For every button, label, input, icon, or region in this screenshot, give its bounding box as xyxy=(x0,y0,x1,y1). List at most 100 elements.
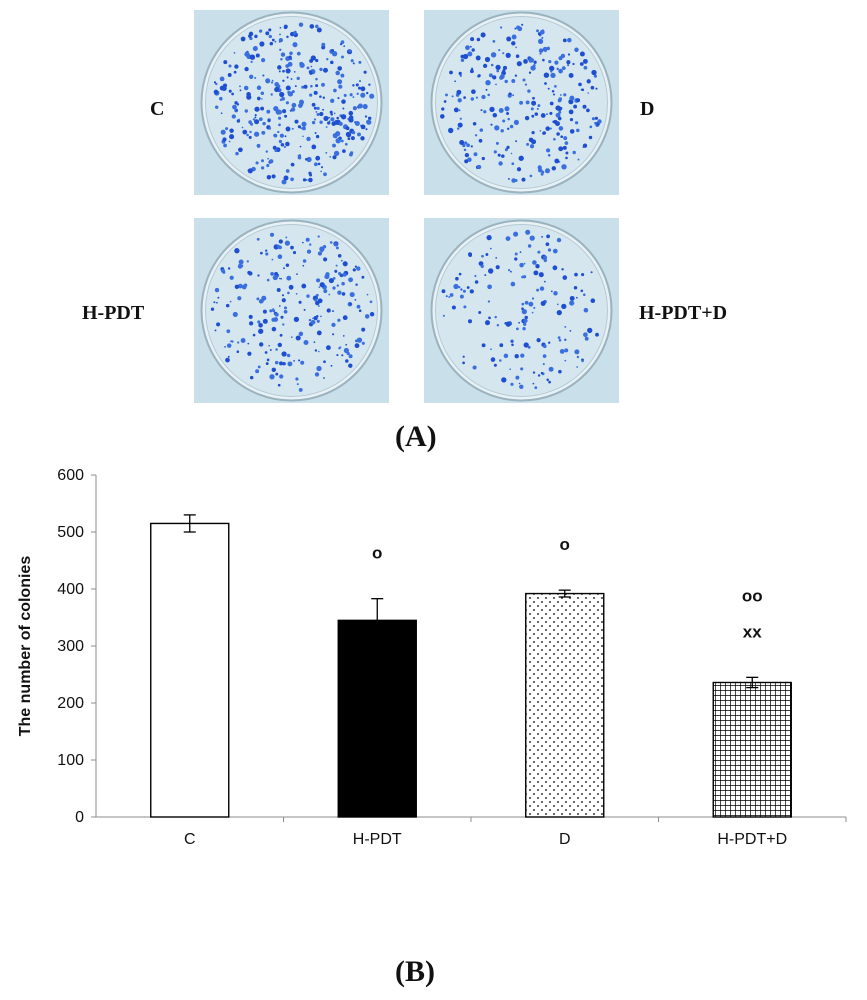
colony-dot xyxy=(244,51,250,57)
colony-dot xyxy=(464,159,469,164)
colony-dot xyxy=(515,140,518,143)
colony-dot xyxy=(332,333,335,336)
caption-open-paren: ( xyxy=(395,420,405,453)
colony-dot xyxy=(455,276,459,281)
colony-dot xyxy=(494,315,497,319)
colony-dot xyxy=(341,99,346,104)
colony-dot xyxy=(317,350,320,353)
colony-dot xyxy=(325,345,331,351)
colony-dot xyxy=(335,131,341,137)
colony-dot xyxy=(361,327,366,332)
colony-dot xyxy=(468,253,473,257)
colony-dot xyxy=(326,308,331,313)
colony-dot xyxy=(349,151,354,155)
colony-dot xyxy=(225,303,230,308)
colony-dot xyxy=(554,60,559,65)
colony-dot xyxy=(340,40,345,44)
colony-dot xyxy=(283,267,285,270)
colony-dot xyxy=(296,383,299,386)
bar-d xyxy=(525,592,605,818)
colony-dot xyxy=(217,296,220,299)
colony-dot xyxy=(358,309,362,313)
colony-dot xyxy=(256,85,262,91)
colony-dot xyxy=(481,94,486,100)
colony-dot xyxy=(249,54,256,60)
colony-dot xyxy=(274,148,278,153)
colony-dot xyxy=(248,135,252,139)
colony-dot xyxy=(250,122,254,126)
colony-dot xyxy=(481,343,486,348)
colony-dot xyxy=(343,347,350,354)
colony-dot xyxy=(354,299,357,301)
colony-dot xyxy=(525,100,530,105)
colony-dot xyxy=(466,143,470,148)
colony-dot xyxy=(466,286,470,289)
bar-c xyxy=(150,522,230,818)
colony-dot xyxy=(220,98,223,101)
y-tick-label: 400 xyxy=(57,581,84,598)
colony-dot xyxy=(542,255,548,260)
colony-dot xyxy=(267,118,271,123)
colony-dot xyxy=(268,34,272,39)
colony-dot xyxy=(497,153,501,157)
colony-dot xyxy=(243,85,249,91)
colony-dot xyxy=(294,85,297,88)
colony-dot xyxy=(558,369,562,374)
colony-dot xyxy=(327,121,331,125)
colony-dot xyxy=(453,283,459,290)
colony-dot xyxy=(313,341,316,343)
colony-dot xyxy=(227,355,230,358)
colony-dot xyxy=(544,82,547,85)
colony-dot xyxy=(473,152,478,157)
colony-dot xyxy=(289,51,293,56)
colony-dot xyxy=(582,143,588,148)
colony-dot xyxy=(330,364,333,367)
colony-dot xyxy=(467,319,473,324)
colony-dot xyxy=(295,377,299,381)
colony-dot xyxy=(525,229,531,235)
colony-dot xyxy=(488,268,494,274)
colony-dot xyxy=(321,82,325,87)
colony-dot xyxy=(559,94,562,96)
colony-dot xyxy=(332,277,336,280)
colony-dot xyxy=(493,150,497,154)
colony-dot xyxy=(472,122,477,126)
colony-dot xyxy=(559,349,565,354)
colony-dot xyxy=(512,94,515,97)
colony-dot xyxy=(219,76,225,82)
colony-dot xyxy=(348,110,354,116)
colony-dot xyxy=(556,67,559,71)
colony-dot xyxy=(335,264,338,267)
colony-dot xyxy=(553,291,558,296)
colony-dot xyxy=(566,60,571,65)
colony-dot xyxy=(342,149,346,153)
colony-dot xyxy=(215,82,218,86)
colony-dot xyxy=(507,117,510,121)
colony-dot xyxy=(462,289,466,293)
colony-dot xyxy=(257,274,260,277)
colony-dot xyxy=(214,329,217,332)
colony-dot xyxy=(583,293,586,296)
colony-dot xyxy=(290,107,296,112)
colony-dot xyxy=(341,354,344,357)
colony-dot xyxy=(523,342,529,348)
colony-dot xyxy=(270,272,274,276)
colony-dot xyxy=(531,297,535,300)
colony-dot xyxy=(520,353,525,358)
colony-dot xyxy=(295,293,298,295)
colony-dot xyxy=(229,275,234,280)
colony-dot xyxy=(328,278,334,284)
colony-dot xyxy=(572,150,576,155)
colony-dot xyxy=(469,45,472,48)
colony-dot xyxy=(535,264,540,269)
colony-dot xyxy=(587,92,590,94)
colony-dot xyxy=(277,383,281,387)
colony-dot xyxy=(344,142,348,146)
colony-dot xyxy=(311,120,316,125)
colony-dot xyxy=(255,369,260,374)
colony-dot xyxy=(546,46,551,51)
colony-dot xyxy=(220,268,226,273)
x-tick-label: H-PDT xyxy=(353,831,402,848)
colony-dot xyxy=(544,50,547,53)
colony-dot xyxy=(281,351,287,357)
